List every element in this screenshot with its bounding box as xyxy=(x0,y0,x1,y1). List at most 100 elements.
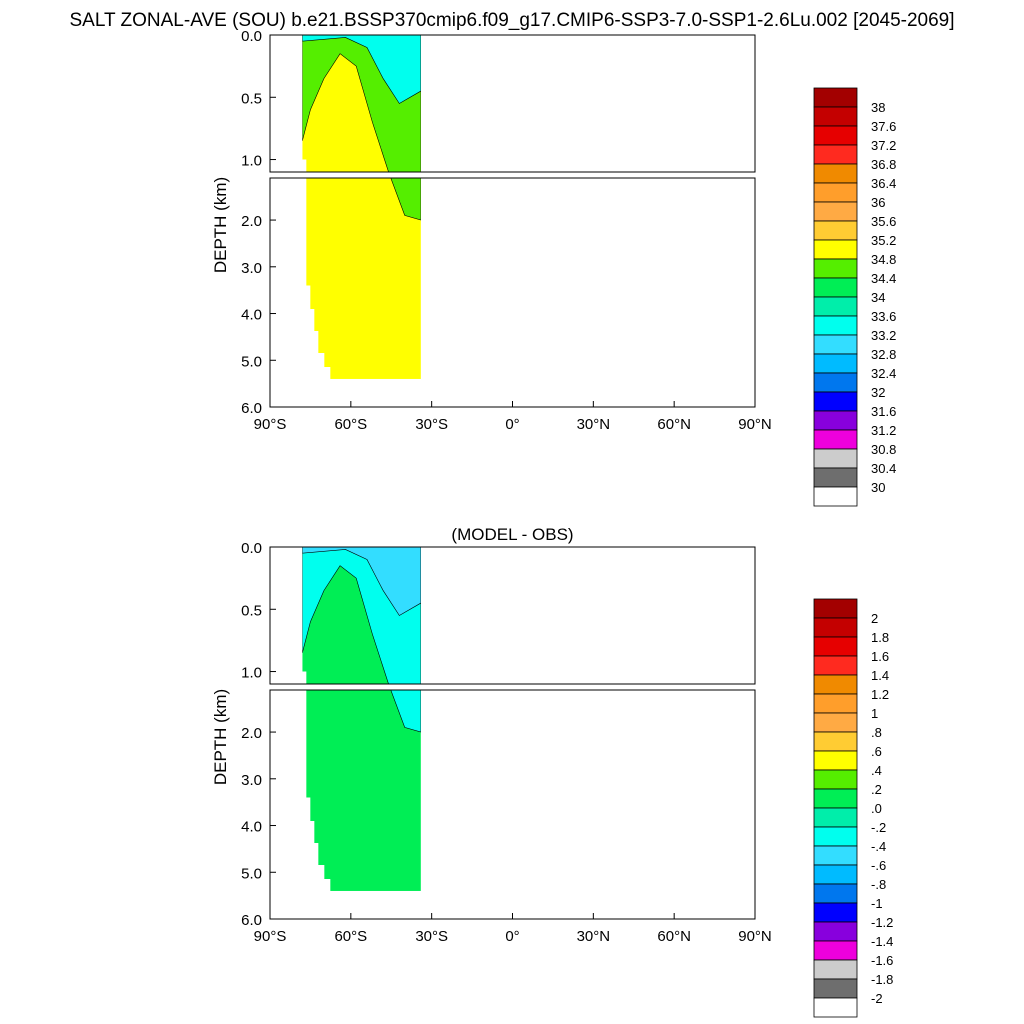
colorbar-label: 1.6 xyxy=(871,649,889,664)
colorbar-swatch xyxy=(813,334,858,355)
colorbar-swatch xyxy=(813,239,858,260)
colorbar-label: .4 xyxy=(871,763,882,778)
colorbar-swatch xyxy=(813,486,858,507)
colorbar-swatch xyxy=(813,959,858,980)
colorbar-swatch xyxy=(813,258,858,279)
colorbar-swatch xyxy=(813,106,858,127)
colorbar-swatch xyxy=(813,807,858,828)
y-axis-label: DEPTH (km) xyxy=(211,177,230,273)
colorbar-label: -1.6 xyxy=(871,953,893,968)
y-tick-label: 3.0 xyxy=(241,260,262,277)
colorbar-label: 33.6 xyxy=(871,309,896,324)
colorbar-swatch xyxy=(813,182,858,203)
colorbar-label: -1.8 xyxy=(871,972,893,987)
colorbar-swatch xyxy=(813,750,858,771)
colorbar-label: 34.4 xyxy=(871,271,896,286)
colorbar-label: -.6 xyxy=(871,858,886,873)
colorbar-label: 37.2 xyxy=(871,138,896,153)
colorbar-label: 37.6 xyxy=(871,119,896,134)
colorbar-swatch xyxy=(813,598,858,619)
colorbar-label: 30.8 xyxy=(871,442,896,457)
colorbar-label: .8 xyxy=(871,725,882,740)
colorbar-label: -.2 xyxy=(871,820,886,835)
x-tick-label: 30°S xyxy=(415,416,448,433)
colorbar-swatch xyxy=(813,220,858,241)
x-tick-label: 90°N xyxy=(738,416,772,433)
x-tick-label: 90°S xyxy=(254,928,287,945)
colorbar-label: .0 xyxy=(871,801,882,816)
colorbar-label: .6 xyxy=(871,744,882,759)
colorbar-label: -1 xyxy=(871,896,883,911)
colorbar-label: 31.6 xyxy=(871,404,896,419)
colorbar-swatch xyxy=(813,391,858,412)
x-tick-label: 30°N xyxy=(577,928,611,945)
colorbar-swatch xyxy=(813,163,858,184)
colorbar-label: -.8 xyxy=(871,877,886,892)
y-axis-label: DEPTH (km) xyxy=(211,689,230,785)
colorbar-swatch xyxy=(813,277,858,298)
colorbar-swatch xyxy=(813,353,858,374)
colorbar-swatch xyxy=(813,731,858,752)
colorbar-label: 30.4 xyxy=(871,461,896,476)
region-surface xyxy=(302,35,421,104)
y-tick-label: 2.0 xyxy=(241,213,262,230)
colorbar-swatch xyxy=(813,636,858,657)
colorbar: 38 37.6 37.2 36.8 36.4 36 35.6 35.2 34.8 34.4 34 33… xyxy=(813,87,896,507)
colorbar-swatch xyxy=(813,693,858,714)
x-tick-label: 60°S xyxy=(334,928,367,945)
colorbar-label: 32.4 xyxy=(871,366,896,381)
colorbar-label: 33.2 xyxy=(871,328,896,343)
colorbar-swatch xyxy=(813,864,858,885)
colorbar-label: -2 xyxy=(871,991,883,1006)
colorbar-label: 1.8 xyxy=(871,630,889,645)
figure-title: SALT ZONAL-AVE (SOU) b.e21.BSSP370cmip6.… xyxy=(69,10,954,31)
colorbar-label: 36.4 xyxy=(871,176,896,191)
colorbar-label: 1.4 xyxy=(871,668,889,683)
colorbar-swatch xyxy=(813,144,858,165)
region-surface xyxy=(302,547,421,616)
colorbar: 21.81.61.41.21.8.6.4.2.0-.2-.4-.6-.8-1-1… xyxy=(813,598,893,1018)
colorbar-label: 32 xyxy=(871,385,885,400)
colorbar-label: 35.2 xyxy=(871,233,896,248)
y-tick-label: 2.0 xyxy=(241,725,262,742)
x-tick-label: 0° xyxy=(505,416,519,433)
colorbar-label: 2 xyxy=(871,611,878,626)
colorbar-swatch xyxy=(813,410,858,431)
colorbar-swatch xyxy=(813,712,858,733)
colorbar-label: 30 xyxy=(871,480,885,495)
colorbar-swatch xyxy=(813,429,858,450)
colorbar-label: 34.8 xyxy=(871,252,896,267)
colorbar-swatch xyxy=(813,448,858,469)
colorbar-swatch xyxy=(813,201,858,222)
colorbar-label: 35.6 xyxy=(871,214,896,229)
colorbar-swatch xyxy=(813,87,858,108)
y-tick-label: 0.0 xyxy=(241,28,262,45)
colorbar-label: -.4 xyxy=(871,839,886,854)
y-tick-label: 5.0 xyxy=(241,865,262,882)
colorbar-swatch xyxy=(813,125,858,146)
salinity-panel: 0.0 0.5 1.0 2.0 3.0 4.0 5.0 6.0 DEPTH (km) 90°S 60… xyxy=(211,28,896,507)
colorbar-label: 34 xyxy=(871,290,885,305)
axis-gap xyxy=(269,172,756,178)
x-tick-label: 0° xyxy=(505,928,519,945)
colorbar-label: 31.2 xyxy=(871,423,896,438)
colorbar-swatch xyxy=(813,940,858,961)
y-tick-label: 6.0 xyxy=(241,912,262,929)
y-tick-label: 0.5 xyxy=(241,90,262,107)
colorbar-label: 1 xyxy=(871,706,878,721)
y-tick-label: 0.0 xyxy=(241,540,262,557)
colorbar-label: -1.4 xyxy=(871,934,893,949)
colorbar-swatch xyxy=(813,372,858,393)
colorbar-label: -1.2 xyxy=(871,915,893,930)
colorbar-swatch xyxy=(813,902,858,923)
y-tick-label: 1.0 xyxy=(241,153,262,170)
colorbar-swatch xyxy=(813,769,858,790)
colorbar-swatch xyxy=(813,845,858,866)
upper-frame xyxy=(269,34,756,173)
colorbar-swatch xyxy=(813,978,858,999)
x-tick-label: 60°N xyxy=(657,416,691,433)
colorbar-swatch xyxy=(813,655,858,676)
colorbar-label: 38 xyxy=(871,100,885,115)
x-tick-label: 30°N xyxy=(577,416,611,433)
